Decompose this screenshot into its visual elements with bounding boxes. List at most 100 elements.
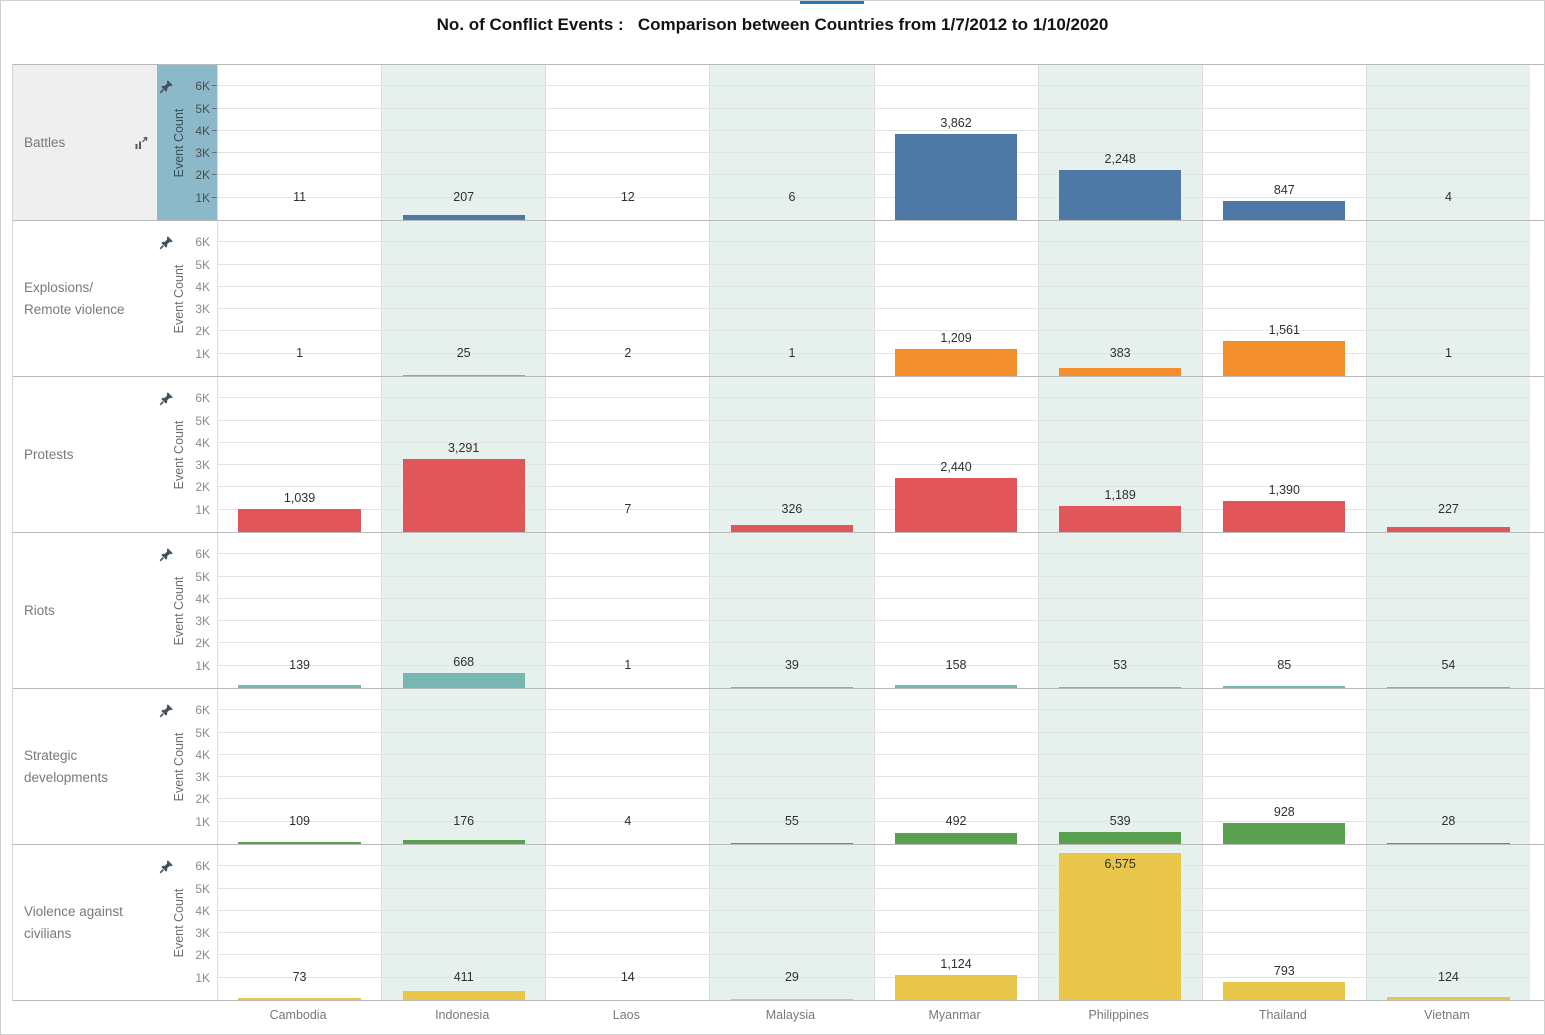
y-tick-label: 5K [195, 413, 210, 428]
cell-myanmar: 2,440 [873, 377, 1038, 532]
bar-cambodia[interactable] [238, 508, 361, 532]
gridline [217, 575, 1530, 577]
category-label-indonesia[interactable]: Indonesia [435, 1008, 490, 1022]
bar-indonesia[interactable] [402, 458, 525, 532]
category-label-malaysia[interactable]: Malaysia [765, 1008, 816, 1022]
row-header-protests[interactable]: Protests [13, 377, 157, 532]
cell-indonesia: 411 [381, 845, 546, 1000]
category-label-thailand[interactable]: Thailand [1258, 1008, 1307, 1022]
bar-thailand[interactable] [1223, 201, 1346, 220]
bar-cambodia[interactable] [238, 684, 361, 688]
x-axis-category-row: Cambodia Indonesia Laos Malaysia Myanmar Phil… [216, 1000, 1529, 1022]
gridline [217, 441, 1530, 443]
bar-value-label: 6,575 [1104, 857, 1136, 872]
row-header-strategic[interactable]: Strategic developments [13, 689, 157, 844]
plot-area: 11 207 12 6 3,862 2,248 847 4 [217, 65, 1530, 220]
cell-malaysia: 39 [709, 533, 874, 688]
bar-malaysia[interactable] [730, 999, 854, 1000]
bar-philippines[interactable] [1059, 505, 1182, 532]
bar-malaysia[interactable] [730, 842, 854, 844]
bar-philippines[interactable] [1059, 169, 1182, 220]
row-battles: Battles Event Count 6K 5K 4K 3K 2K 1K 11 207 12 6 3,… [13, 65, 1544, 221]
bar-thailand[interactable] [1223, 341, 1346, 376]
bar-philippines[interactable] [1059, 686, 1182, 688]
chart-grid: Battles Event Count 6K 5K 4K 3K 2K 1K 11 207 12 6 3,… [12, 64, 1544, 1001]
bar-value-label: 2,248 [1104, 151, 1136, 166]
pin-icon[interactable] [159, 703, 174, 718]
bar-philippines[interactable] [1059, 832, 1182, 844]
y-tick-label: 3K [195, 770, 210, 785]
bar-myanmar[interactable] [894, 833, 1018, 844]
bar-thailand[interactable] [1223, 823, 1346, 844]
bar-value-label: 39 [784, 658, 799, 672]
pin-icon[interactable] [159, 391, 174, 406]
bar-indonesia[interactable] [402, 673, 525, 688]
gridline [217, 798, 1530, 800]
cell-laos: 12 [545, 65, 709, 220]
cell-indonesia: 176 [381, 689, 546, 844]
category-label-philippines[interactable]: Philippines [1088, 1008, 1149, 1022]
y-axis-title: Event Count [172, 888, 186, 957]
bar-cambodia[interactable] [238, 841, 361, 844]
bar-value-label: 3,291 [448, 440, 480, 455]
row-header-riots[interactable]: Riots [13, 533, 157, 688]
category-label-laos[interactable]: Laos [612, 1008, 640, 1022]
cell-indonesia: 3,291 [381, 377, 546, 532]
bar-myanmar[interactable] [894, 477, 1018, 532]
bar-philippines[interactable] [1059, 367, 1182, 376]
bar-indonesia[interactable] [402, 375, 525, 376]
bar-myanmar[interactable] [894, 684, 1018, 688]
bar-value-label: 28 [1441, 814, 1456, 828]
bar-vietnam[interactable] [1387, 843, 1510, 844]
bar-value-label: 326 [781, 502, 803, 516]
y-tick-label: 1K [195, 658, 210, 673]
pin-icon[interactable] [159, 547, 174, 562]
chart-title: No. of Conflict Events : Comparison betw… [436, 15, 1109, 34]
bar-malaysia[interactable] [730, 524, 854, 532]
bar-indonesia[interactable] [402, 840, 525, 844]
bar-vietnam[interactable] [1387, 526, 1510, 532]
pin-icon[interactable] [159, 235, 174, 250]
bar-thailand[interactable] [1223, 982, 1346, 1000]
gridline [217, 620, 1530, 622]
gridline [217, 909, 1530, 911]
bar-value-label: 3,862 [940, 115, 972, 130]
bar-philippines[interactable] [1059, 853, 1182, 1000]
y-tick-label: 2K [195, 948, 210, 963]
pin-icon[interactable] [159, 859, 174, 874]
category-label-cambodia[interactable]: Cambodia [269, 1008, 327, 1022]
bar-value-label: 1,039 [283, 490, 316, 505]
bar-vietnam[interactable] [1387, 686, 1510, 688]
bar-chart-arrow-icon[interactable] [133, 135, 149, 151]
cell-laos: 1 [545, 533, 709, 688]
bar-value-label: 53 [1113, 658, 1128, 672]
bar-cambodia[interactable] [238, 998, 361, 1000]
bar-value-label: 139 [289, 658, 310, 672]
bar-value-label: 124 [1438, 970, 1459, 984]
bar-myanmar[interactable] [894, 133, 1018, 220]
category-label-myanmar[interactable]: Myanmar [928, 1008, 981, 1022]
cell-malaysia: 29 [709, 845, 874, 1000]
bar-thailand[interactable] [1223, 501, 1346, 532]
bar-indonesia[interactable] [402, 215, 525, 220]
category-label-vietnam[interactable]: Vietnam [1424, 1008, 1470, 1022]
bar-myanmar[interactable] [894, 974, 1018, 1000]
bar-indonesia[interactable] [402, 990, 525, 1000]
y-tick-label: 4K [195, 435, 210, 450]
top-accent-line [800, 1, 864, 4]
row-label: Explosions/ Remote violence [24, 279, 125, 317]
y-tick-label: 5K [195, 569, 210, 584]
cell-philippines: 53 [1037, 533, 1202, 688]
y-axis: Event Count 6K 5K 4K 3K 2K 1K [157, 221, 217, 376]
row-header-explosions[interactable]: Explosions/ Remote violence [13, 221, 157, 376]
bar-malaysia[interactable] [730, 687, 854, 688]
cell-myanmar: 1,124 [873, 845, 1038, 1000]
pin-icon[interactable] [159, 79, 174, 94]
row-header-battles[interactable]: Battles [13, 65, 157, 220]
bar-vietnam[interactable] [1387, 997, 1510, 1000]
cell-laos: 2 [545, 221, 709, 376]
bar-myanmar[interactable] [894, 349, 1018, 376]
bar-thailand[interactable] [1223, 686, 1346, 688]
row-header-violence-against[interactable]: Violence against civilians [13, 845, 157, 1000]
plot-area: 1,039 3,291 7 326 2,440 1,189 1,390 227 [217, 377, 1530, 532]
